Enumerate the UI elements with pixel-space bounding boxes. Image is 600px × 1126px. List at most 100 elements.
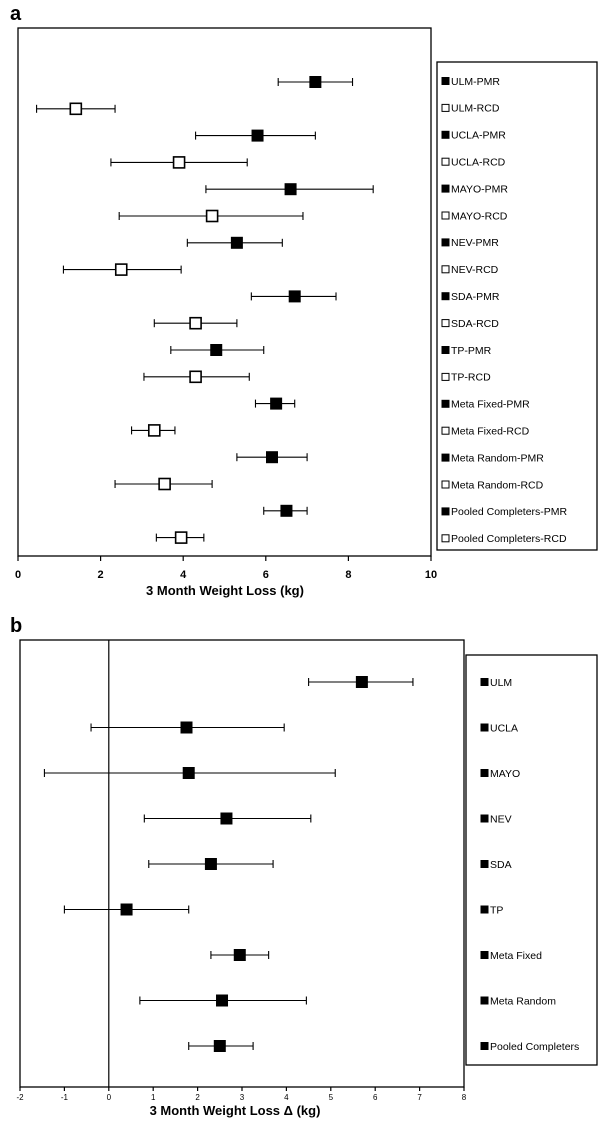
legend-label: TP-RCD <box>451 372 491 384</box>
panel-b-legend: ULM UCLA MAYO NEV SDA TP Meta Fixed Meta Random… <box>480 677 579 1053</box>
legend-swatch <box>441 238 450 247</box>
panel-a-marks <box>36 76 374 544</box>
legend-label: NEV-RCD <box>451 264 499 276</box>
legend-swatch <box>441 184 450 193</box>
point-estimate-filled <box>288 290 301 303</box>
x-tick-label: -1 <box>61 1093 69 1102</box>
x-tick-label: 2 <box>98 569 104 581</box>
point-estimate-filled <box>270 397 283 410</box>
legend-swatch <box>441 534 450 543</box>
legend-label: SDA <box>490 859 512 871</box>
point-estimate-open <box>147 424 161 437</box>
legend-swatch <box>480 814 489 823</box>
point-estimate-filled <box>180 721 193 734</box>
point-estimate-open <box>114 263 128 276</box>
panel-b-marks <box>43 676 414 1052</box>
point-estimate-filled <box>355 676 368 688</box>
point-estimate-filled <box>216 994 229 1007</box>
legend-swatch <box>441 426 450 435</box>
legend-label: TP-PMR <box>451 345 492 357</box>
legend-label: ULM-PMR <box>451 76 500 88</box>
legend-label: MAYO-PMR <box>451 183 508 195</box>
x-tick-label: 2 <box>195 1093 200 1102</box>
point-estimate-filled <box>251 129 264 142</box>
legend-label: NEV-PMR <box>451 237 499 249</box>
point-estimate-filled <box>213 1040 226 1052</box>
legend-swatch <box>441 157 450 166</box>
point-estimate-filled <box>204 858 217 870</box>
point-estimate-filled <box>230 236 243 249</box>
legend-swatch <box>480 951 489 959</box>
x-tick-label: 3 <box>240 1093 245 1102</box>
legend-swatch <box>441 480 450 489</box>
legend-swatch <box>441 77 450 85</box>
legend-label: MAYO-RCD <box>451 210 508 222</box>
x-tick-label: 4 <box>180 569 187 581</box>
point-estimate-open <box>189 370 202 384</box>
legend-swatch <box>441 130 450 139</box>
legend-swatch <box>480 996 489 1005</box>
legend-swatch <box>441 319 450 328</box>
legend-swatch <box>441 399 450 408</box>
legend-swatch <box>441 453 450 462</box>
point-estimate-filled <box>210 344 223 356</box>
x-tick-label: 5 <box>329 1093 334 1102</box>
legend-label: MAYO <box>490 768 520 780</box>
point-estimate-open <box>174 531 188 544</box>
legend-label: SDA-RCD <box>451 318 499 330</box>
point-estimate-filled <box>220 812 233 825</box>
legend-label: UCLA <box>490 722 518 734</box>
legend-label: Meta Fixed-PMR <box>451 399 530 411</box>
panel-a: a 0 2 4 6 8 10 3 Month Weight Loss (kg) ULM-P… <box>10 3 598 598</box>
panel-a-plot-frame <box>17 27 432 557</box>
panel-b-x-axis: -2 -1 0 1 2 3 4 5 6 7 8 <box>16 1087 467 1102</box>
legend-label: Meta Random-PMR <box>451 452 544 464</box>
legend-swatch <box>441 211 450 220</box>
legend-label: UCLA-RCD <box>451 157 506 169</box>
point-estimate-filled <box>233 949 246 961</box>
panel-a-label: a <box>10 3 22 25</box>
legend-label: TP <box>490 904 503 916</box>
x-tick-label: -2 <box>16 1093 24 1102</box>
legend-swatch <box>441 372 450 381</box>
legend-swatch <box>480 1042 489 1050</box>
legend-label: NEV <box>490 813 512 825</box>
point-estimate-open <box>69 102 83 116</box>
x-tick-label: 7 <box>417 1093 422 1102</box>
panel-b: b -2 -1 0 1 2 3 4 5 6 7 8 3 Month Weight Loss Δ (k… <box>10 615 598 1118</box>
point-estimate-filled <box>120 903 133 916</box>
x-tick-label: 6 <box>373 1093 378 1102</box>
legend-label: Meta Random-RCD <box>451 479 544 491</box>
point-estimate-open <box>158 477 171 491</box>
legend-swatch <box>441 346 450 354</box>
x-tick-label: 4 <box>284 1093 289 1102</box>
x-tick-label: 10 <box>425 569 437 581</box>
legend-label: Pooled Completers <box>490 1041 579 1053</box>
x-tick-label: 8 <box>462 1093 467 1102</box>
panel-a-legend: ULM-PMR ULM-RCD UCLA-PMR UCLA-RCD MAYO-PMR MA… <box>441 76 568 545</box>
legend-label: UCLA-PMR <box>451 130 506 142</box>
point-estimate-filled <box>265 451 278 464</box>
point-estimate-open <box>189 316 202 330</box>
legend-label: Pooled Completers-PMR <box>451 506 568 518</box>
x-tick-label: 0 <box>107 1093 112 1102</box>
legend-label: ULM-RCD <box>451 103 500 115</box>
x-tick-label: 8 <box>345 569 351 581</box>
point-estimate-open <box>205 209 219 223</box>
legend-swatch <box>480 723 489 732</box>
legend-swatch <box>441 507 450 516</box>
point-estimate-filled <box>280 504 293 517</box>
panel-b-label: b <box>10 615 22 637</box>
point-estimate-open <box>172 156 186 169</box>
panel-a-legend-frame <box>436 61 598 551</box>
point-estimate-filled <box>182 767 195 779</box>
legend-label: Pooled Completers-RCD <box>451 533 567 545</box>
x-tick-label: 6 <box>263 569 269 581</box>
panel-a-x-axis: 0 2 4 6 8 10 <box>15 556 437 581</box>
legend-swatch <box>441 292 450 301</box>
x-tick-label: 1 <box>151 1093 156 1102</box>
point-estimate-filled <box>284 183 297 196</box>
legend-swatch <box>480 769 489 777</box>
legend-label: SDA-PMR <box>451 291 500 303</box>
legend-swatch <box>441 265 450 274</box>
